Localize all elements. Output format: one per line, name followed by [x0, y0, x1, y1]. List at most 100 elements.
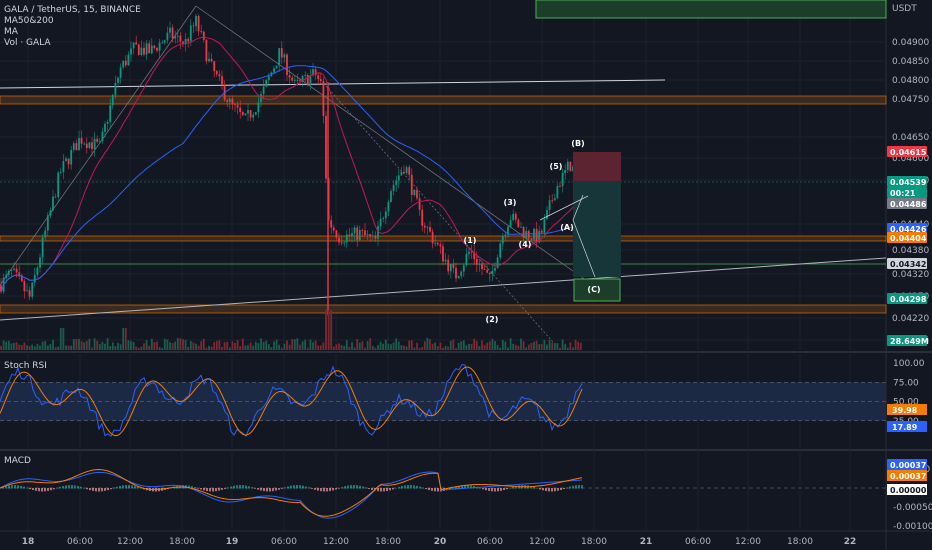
- volume-bar: [387, 343, 390, 350]
- abc-projection: [572, 194, 596, 278]
- price-tick: 0.04800: [892, 76, 929, 86]
- volume-bar: [421, 347, 424, 350]
- macd-hist: [290, 485, 292, 489]
- macd-hist: [260, 488, 262, 491]
- macd-hist: [35, 488, 37, 491]
- price-tick: 0.04600: [892, 154, 929, 164]
- volume-bar: [369, 338, 372, 350]
- volume-bar: [226, 341, 229, 350]
- candle-body: [75, 143, 78, 151]
- volume-bar: [85, 340, 88, 350]
- candle-body: [442, 246, 444, 262]
- volume-bar: [44, 341, 47, 350]
- volume-bar: [395, 338, 398, 350]
- candle-body: [522, 226, 525, 238]
- macd-hist: [50, 488, 52, 491]
- volume-bar: [403, 345, 405, 350]
- macd-hist: [23, 486, 25, 489]
- candle-body: [132, 42, 135, 49]
- target-zone: [535, 0, 887, 19]
- macd-hist: [107, 488, 109, 491]
- time-label: 18:00: [787, 537, 813, 547]
- candle-body: [26, 290, 28, 292]
- volume-bar: [319, 345, 322, 350]
- volume-bar: [252, 345, 255, 350]
- macd-hist: [563, 488, 565, 489]
- volume-bar: [65, 345, 67, 350]
- macd-hist: [209, 488, 211, 492]
- volume-bar: [20, 345, 23, 350]
- candle-body: [85, 143, 88, 148]
- volume-bar: [522, 341, 525, 350]
- macd-hist: [512, 486, 514, 489]
- stoch-tick: 75.00: [893, 378, 919, 388]
- macd-hist: [302, 485, 304, 489]
- price-tag: [887, 232, 927, 243]
- candle-body: [382, 218, 385, 219]
- price-tick: 0.04750: [892, 95, 929, 105]
- macd-hist: [572, 485, 574, 489]
- wave-label: (C): [587, 285, 600, 294]
- candle-body: [478, 263, 481, 265]
- candle-body: [124, 60, 127, 66]
- volume-bar: [345, 340, 348, 350]
- time-label: 19: [226, 537, 239, 547]
- wave-label: (1): [464, 236, 477, 245]
- price-tag-text: 00:21: [890, 189, 916, 198]
- volume-bar: [291, 339, 294, 350]
- macd-hist: [134, 486, 136, 489]
- target-box: [573, 278, 621, 302]
- candle-body: [67, 158, 70, 165]
- candle-body: [13, 268, 15, 270]
- candle-body: [262, 86, 265, 94]
- volume-bar: [436, 346, 439, 350]
- macd-hist: [11, 485, 13, 489]
- candle-body: [358, 229, 361, 240]
- volume-bar: [371, 345, 374, 350]
- volume-bar: [455, 347, 457, 350]
- wave-label: (B): [571, 139, 584, 148]
- price-tick: 0.04850: [892, 57, 929, 67]
- macd-hist: [500, 488, 502, 491]
- volume-bar: [88, 338, 91, 350]
- price-tag: [887, 187, 927, 198]
- candle-body: [218, 74, 221, 77]
- candle-body: [462, 265, 465, 272]
- candle-body: [309, 75, 312, 86]
- macd-line: [0, 471, 583, 519]
- volume-bar: [517, 345, 520, 350]
- volume-bar: [39, 345, 41, 350]
- macd-hist: [236, 485, 238, 489]
- candle-body: [330, 220, 333, 228]
- macd-tag-text: 0.00000: [890, 486, 927, 495]
- volume-bar: [275, 339, 278, 350]
- time-label: 06:00: [271, 537, 297, 547]
- stoch-tag: [887, 404, 927, 415]
- candle-body: [78, 137, 80, 151]
- candle-body: [418, 198, 421, 210]
- volume-bar: [202, 338, 205, 350]
- candle-body: [488, 272, 491, 275]
- macd-hist: [317, 488, 319, 491]
- macd-hist: [482, 488, 484, 490]
- macd-hist: [221, 488, 223, 490]
- volume-bar: [169, 342, 171, 350]
- macd-hist: [191, 486, 193, 489]
- candle-body: [153, 45, 156, 48]
- ma2-legend: MA: [4, 27, 19, 37]
- macd-hist: [269, 488, 271, 492]
- volume-bar: [189, 340, 192, 350]
- macd-hist: [365, 487, 367, 489]
- candle-body: [278, 48, 281, 66]
- macd-hist: [506, 488, 508, 490]
- candle-body: [413, 189, 416, 196]
- volume-bar: [486, 342, 489, 350]
- trendline-rising: [0, 257, 887, 321]
- candle-body: [23, 281, 26, 292]
- volume-bar: [496, 344, 499, 350]
- macd-hist: [92, 488, 94, 491]
- macd-hist: [470, 485, 472, 489]
- volume-bar: [156, 341, 158, 350]
- candle-body: [244, 113, 247, 116]
